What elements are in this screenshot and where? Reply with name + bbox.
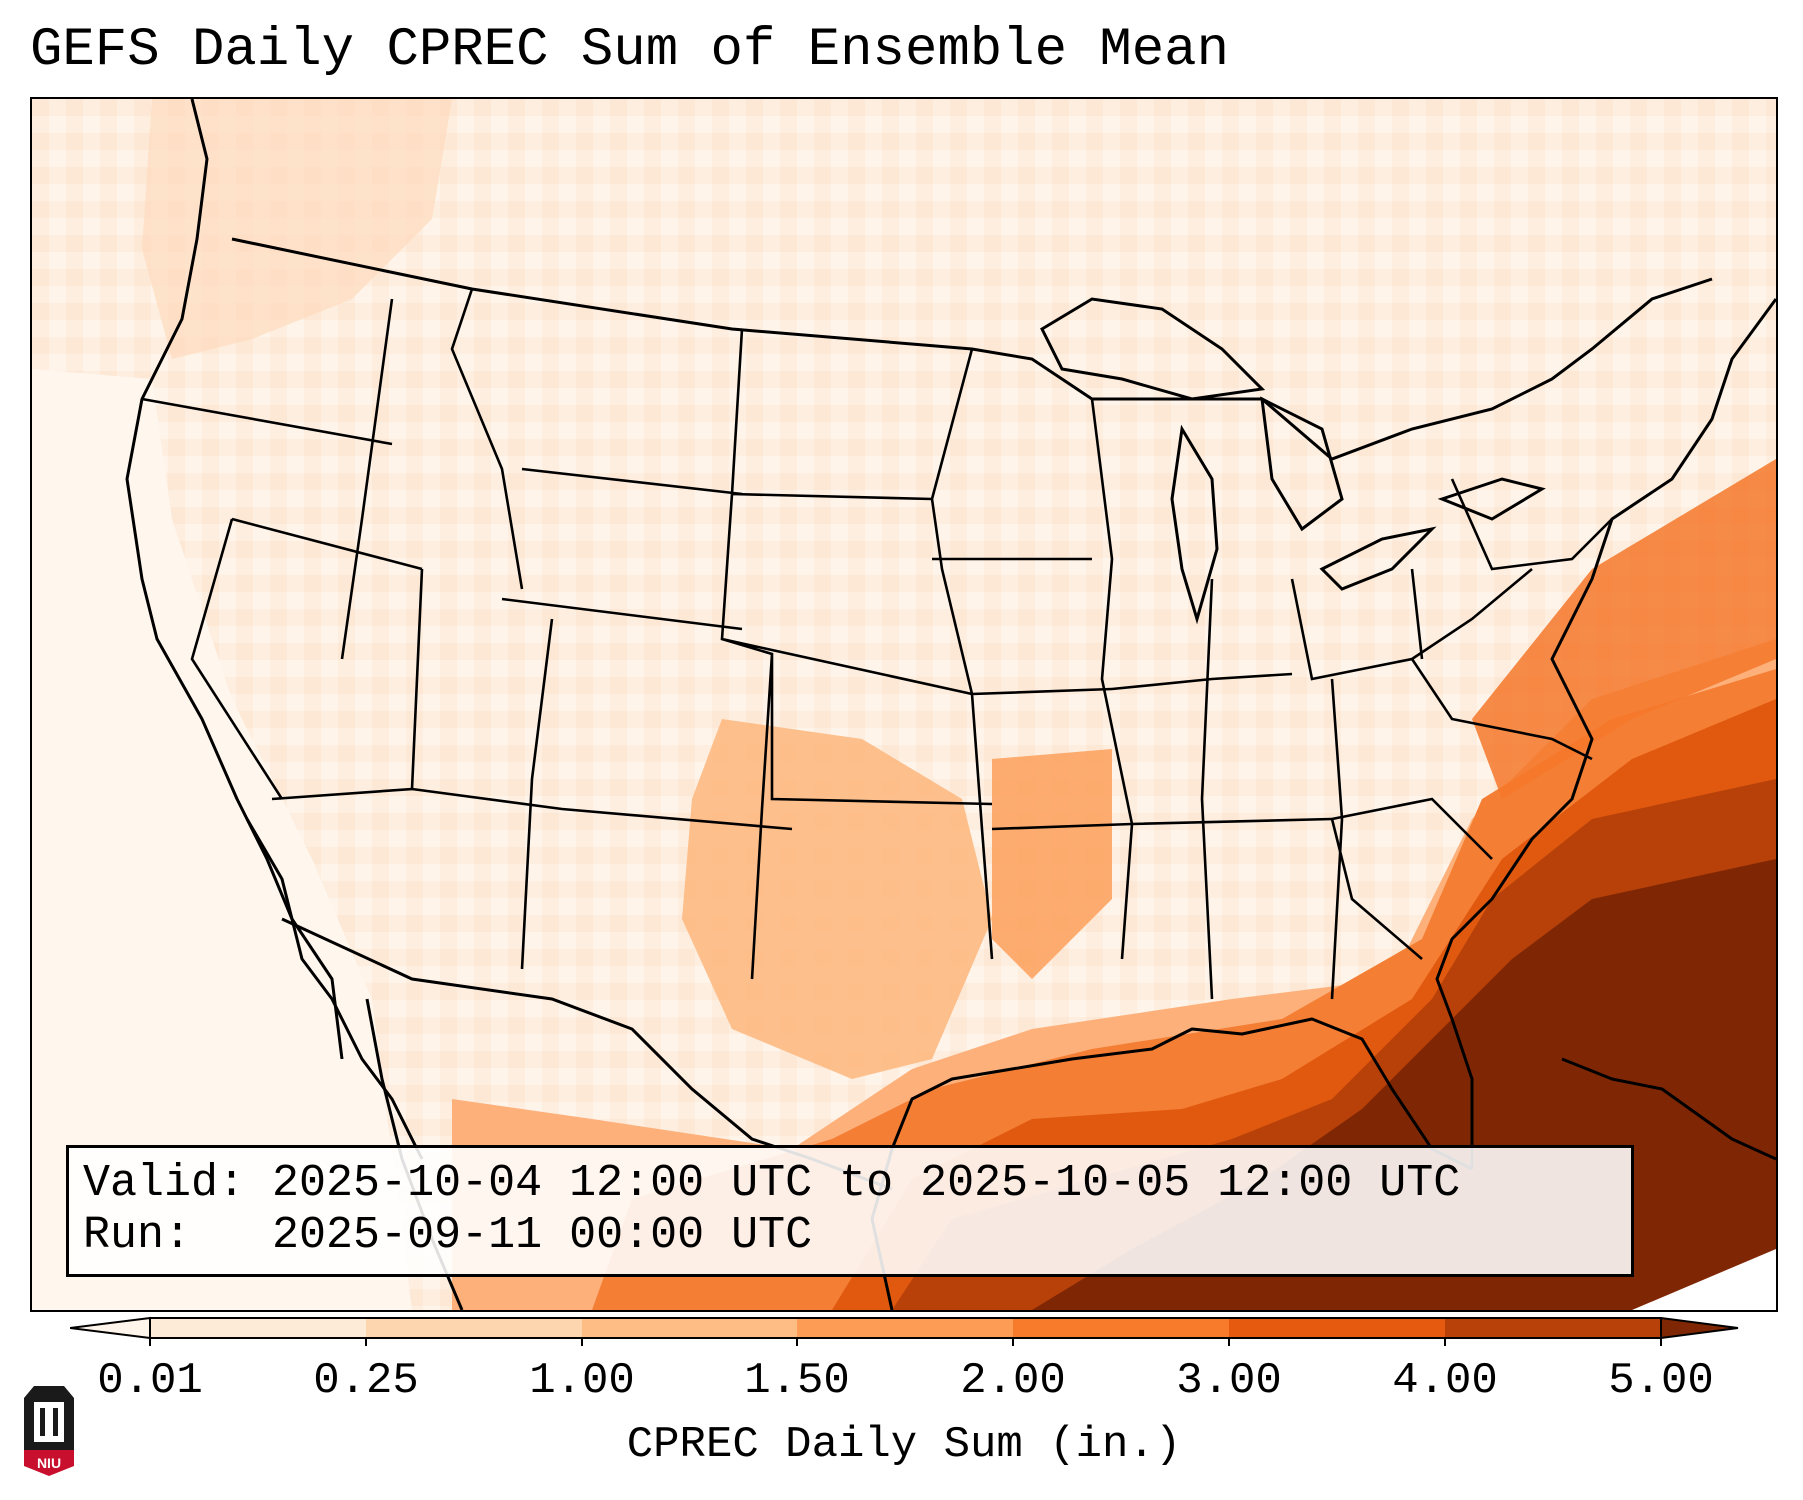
atlantic-band — [1472, 459, 1776, 799]
logo-banner — [24, 1450, 74, 1476]
atlantic-coastline — [1435, 298, 1776, 1169]
state-borders — [141, 288, 1613, 1000]
lake-erie — [1319, 526, 1437, 591]
run-line: Run: 2025-09-11 00:00 UTC — [83, 1210, 1617, 1262]
lake-huron — [1260, 396, 1344, 532]
colorbar-tick-label: 0.25 — [313, 1356, 419, 1406]
lake-superior — [1040, 297, 1266, 401]
colorbar-tick-label: 3.00 — [1176, 1356, 1282, 1406]
colorbar-bin-3.00-4.00 — [1229, 1318, 1445, 1338]
baja-coast — [245, 818, 424, 1160]
pacific-light-zone — [32, 369, 412, 1310]
logo-text: NIU — [37, 1455, 61, 1471]
run-value: 2025-09-11 00:00 UTC — [272, 1210, 813, 1261]
logo-window — [34, 1402, 64, 1442]
colorbar-title: CPREC Daily Sum (in.) — [626, 1420, 1182, 1470]
colorbar-tick-label: 1.00 — [529, 1356, 635, 1406]
valid-value: 2025-10-04 12:00 UTC to 2025-10-05 12:00… — [272, 1158, 1461, 1209]
lower-mississippi-moderate — [992, 749, 1112, 979]
pacific-coastline — [125, 99, 344, 1060]
valid-label: Valid: — [83, 1158, 246, 1209]
colorbar-under-arrow — [70, 1316, 151, 1340]
precipitation-map — [30, 97, 1778, 1312]
valid-line: Valid: 2025-10-04 12:00 UTC to 2025-10-0… — [83, 1158, 1617, 1210]
projection-edge — [1632, 1249, 1776, 1310]
northwest-band — [142, 99, 452, 359]
colorbar-bin-0.25-1.00 — [366, 1318, 582, 1338]
lake-ontario — [1437, 477, 1546, 521]
chart-title: GEFS Daily CPREC Sum of Ensemble Mean — [30, 20, 1229, 81]
colorbar-bin-1.00-1.50 — [582, 1318, 797, 1338]
colorbar-tick-label: 2.00 — [960, 1356, 1066, 1406]
colorbar-over-arrow — [1660, 1316, 1739, 1340]
colorbar-bin-1.50-2.00 — [797, 1318, 1013, 1338]
colorbar-tick-label: 5.00 — [1608, 1356, 1714, 1406]
gulf-coastline — [870, 1017, 1473, 1310]
colorbar — [70, 1316, 1739, 1346]
colorbar-tick-label: 1.50 — [744, 1356, 850, 1406]
canada-border — [231, 237, 1713, 461]
valid-run-info-box: Valid: 2025-10-04 12:00 UTC to 2025-10-0… — [66, 1145, 1634, 1277]
colorbar-tick-label: 4.00 — [1392, 1356, 1498, 1406]
cuba-coast — [1561, 1057, 1776, 1161]
logo-bar-left — [40, 1408, 45, 1436]
run-label: Run: — [83, 1210, 192, 1261]
colorbar-bin-0.01-0.25 — [150, 1318, 366, 1338]
colorbar-tick-label: 0.01 — [97, 1356, 203, 1406]
texas-moderate — [682, 719, 992, 1079]
colorbar-frame — [149, 1317, 1662, 1339]
logo-bar-right — [53, 1408, 58, 1436]
map-svg — [32, 99, 1776, 1310]
colorbar-bin-4.00-5.00 — [1445, 1318, 1661, 1338]
niu-logo: NIU — [24, 1386, 74, 1476]
colorbar-bin-2.00-3.00 — [1013, 1318, 1229, 1338]
lake-michigan — [1170, 424, 1219, 625]
great-lakes — [1040, 297, 1546, 625]
